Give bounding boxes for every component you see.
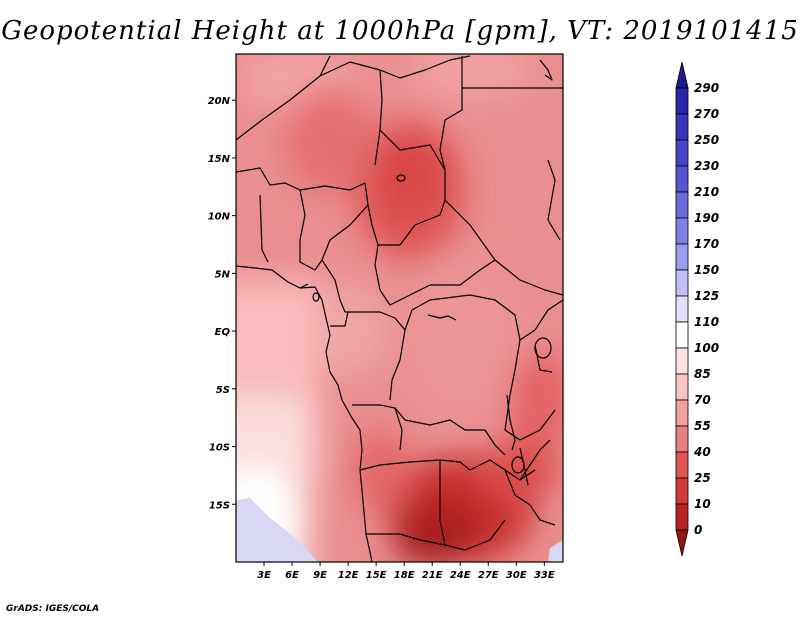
colorbar-label: 25 — [694, 471, 711, 485]
colorbar-swatch — [675, 191, 689, 219]
lon-tick-label: 18E — [394, 570, 415, 581]
longitude-axis: 3E 6E 9E 12E 15E 18E 21E 24E 27E 30E 33E — [257, 562, 555, 581]
colorbar-label: 290 — [694, 81, 719, 95]
colorbar-label: 250 — [694, 133, 719, 147]
colorbar-swatch — [675, 399, 689, 427]
colorbar-swatch — [675, 217, 689, 245]
map-borders — [236, 55, 563, 562]
map-panel — [235, 53, 564, 563]
colorbar-swatch — [675, 425, 689, 453]
lon-tick-label: 3E — [257, 570, 271, 581]
lat-tick-label: EQ — [215, 327, 231, 338]
colorbar-swatch — [675, 269, 689, 297]
latitude-axis: 20N 15N 10N 5N EQ 5S 10S 15S — [208, 96, 236, 511]
colorbar-swatch — [675, 347, 689, 375]
colorbar-label: 125 — [694, 289, 719, 303]
chart-title: Geopotential Height at 1000hPa [gpm], VT… — [1, 16, 799, 46]
colorbar-swatch — [675, 87, 689, 115]
colorbar-label: 230 — [694, 159, 719, 173]
lon-tick-label: 27E — [478, 570, 499, 581]
colorbar-swatch — [675, 295, 689, 323]
lat-tick-label: 10S — [209, 443, 230, 454]
colorbar-swatch — [675, 503, 689, 531]
lon-tick-label: 9E — [313, 570, 327, 581]
colorbar-label: 190 — [694, 211, 719, 225]
colorbar-swatch — [675, 165, 689, 193]
lon-tick-label: 30E — [506, 570, 527, 581]
colorbar-swatch — [675, 529, 689, 557]
grads-credit: GrADS: IGES/COLA — [6, 604, 100, 614]
colorbar-label: 100 — [694, 341, 719, 355]
colorbar-label: 170 — [694, 237, 719, 251]
lat-tick-label: 15S — [209, 500, 230, 511]
colorbar-swatch — [675, 477, 689, 505]
lat-tick-label: 5N — [215, 269, 231, 280]
colorbar-label: 270 — [694, 107, 719, 121]
height-field — [236, 54, 563, 562]
colorbar-swatch — [675, 451, 689, 479]
colorbar-label: 70 — [694, 393, 711, 407]
colorbar-swatch — [675, 113, 689, 141]
colorbar-swatch — [675, 139, 689, 167]
colorbar-swatch — [675, 373, 689, 401]
lon-tick-label: 15E — [366, 570, 387, 581]
colorbar-swatch — [675, 321, 689, 349]
colorbar-label: 40 — [693, 445, 711, 459]
map-frame — [235, 53, 564, 563]
lon-tick-label: 6E — [285, 570, 299, 581]
colorbar-label: 110 — [694, 315, 719, 329]
lat-tick-label: 10N — [208, 212, 231, 223]
colorbar-label: 85 — [694, 367, 711, 381]
lat-tick-label: 20N — [208, 96, 231, 107]
colorbar-label: 210 — [694, 185, 719, 199]
colorbar-label: 0 — [694, 523, 702, 537]
lat-tick-label: 5S — [216, 385, 230, 396]
lat-tick-label: 15N — [208, 154, 231, 165]
lon-tick-label: 33E — [534, 570, 555, 581]
colorbar-swatch — [675, 243, 689, 271]
lon-tick-label: 21E — [422, 570, 443, 581]
lon-tick-label: 12E — [338, 570, 359, 581]
colorbar: 2902702502302101901701501251101008570554… — [675, 61, 719, 557]
colorbar-label: 150 — [694, 263, 719, 277]
lon-tick-label: 24E — [450, 570, 471, 581]
colorbar-swatch — [675, 61, 689, 89]
colorbar-label: 55 — [694, 419, 711, 433]
colorbar-label: 10 — [694, 497, 711, 511]
